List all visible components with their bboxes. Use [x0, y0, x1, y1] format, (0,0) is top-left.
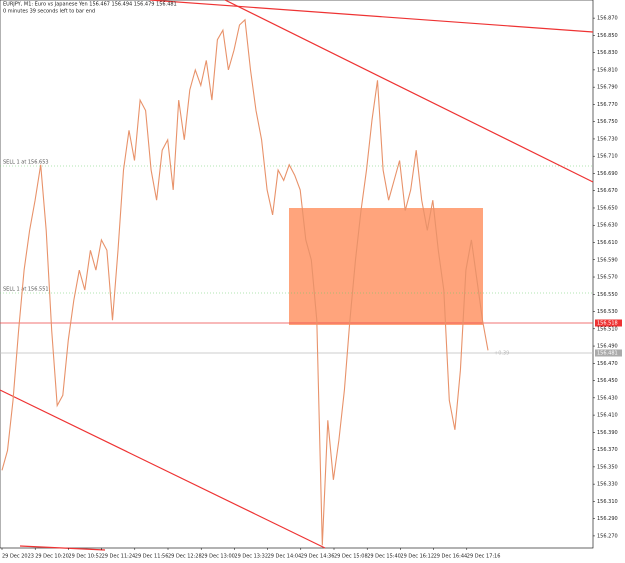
y-tick-label: 156.570: [597, 275, 618, 281]
y-tick-label: 156.690: [597, 171, 618, 177]
x-tick-label: 29 Dec 11:24: [102, 554, 136, 560]
x-tick-label: 29 Dec 16:44: [434, 554, 468, 560]
price-line: [1, 18, 489, 546]
sell-label: SELL 1 at 156.551: [3, 287, 49, 293]
x-tick-label: 29 Dec 15:40: [367, 554, 401, 560]
x-tick-label: 29 Dec 14:36: [301, 554, 335, 560]
y-tick-label: 156.370: [597, 447, 618, 453]
y-tick-label: 156.550: [597, 292, 618, 298]
y-tick-label: 156.650: [597, 205, 618, 211]
y-tick-label: 156.270: [597, 533, 618, 539]
trend-line: [149, 0, 594, 33]
x-tick-label: 29 Dec 12:28: [168, 554, 202, 560]
y-tick-label: 156.290: [597, 516, 618, 522]
y-tick-label: 156.530: [597, 309, 618, 315]
x-tick-label: 29 Dec 10:20: [35, 554, 69, 560]
y-tick-label: 156.770: [597, 102, 618, 108]
price-box-label: 156.481: [597, 351, 618, 357]
price-box-label: 156.518: [597, 321, 618, 327]
x-tick-label: 29 Dec 13:00: [201, 554, 235, 560]
y-tick-label: 156.350: [597, 464, 618, 470]
x-tick-label: 29 Dec 16:12: [400, 554, 434, 560]
y-tick-label: 156.390: [597, 430, 618, 436]
x-tick-label: 29 Dec 2023: [2, 554, 34, 560]
countdown: 0 minutes 39 seconds left to bar end: [3, 9, 95, 15]
x-tick-label: 29 Dec 13:32: [234, 554, 268, 560]
price-box: [595, 349, 622, 357]
y-tick-label: 156.610: [597, 240, 618, 246]
y-tick-label: 156.430: [597, 395, 618, 401]
x-tick-label: 29 Dec 14:04: [268, 554, 302, 560]
x-tick-label: 29 Dec 10:52: [68, 554, 102, 560]
zone-rectangle: [289, 208, 483, 325]
header: EURJPY, M1: Euro vs Japanese Yen 156.467…: [3, 2, 177, 8]
y-tick-label: 156.510: [597, 326, 618, 332]
trend-line: [0, 389, 326, 549]
trend-line: [19, 545, 106, 551]
y-tick-label: 156.410: [597, 413, 618, 419]
y-tick-label: 156.790: [597, 85, 618, 91]
y-tick-label: 156.330: [597, 482, 618, 488]
y-tick-label: 156.590: [597, 257, 618, 263]
y-tick-label: 156.730: [597, 136, 618, 142]
y-tick-label: 156.830: [597, 50, 618, 56]
x-tick-label: 29 Dec 11:56: [135, 554, 169, 560]
y-tick-label: 156.450: [597, 378, 618, 384]
y-tick-label: 156.810: [597, 67, 618, 73]
x-tick-label: 29 Dec 15:08: [334, 554, 368, 560]
y-tick-label: 156.850: [597, 33, 618, 39]
x-tick-label: 29 Dec 17:16: [467, 554, 501, 560]
y-tick-label: 156.490: [597, 344, 618, 350]
profit-label: +0.39: [494, 351, 509, 357]
sell-label: SELL 1 at 156.653: [3, 160, 49, 166]
trend-line: [224, 0, 594, 183]
y-tick-label: 156.310: [597, 499, 618, 505]
y-tick-label: 156.670: [597, 188, 618, 194]
price-box: [595, 319, 622, 327]
y-tick-label: 156.870: [597, 16, 618, 22]
y-tick-label: 156.630: [597, 223, 618, 229]
y-tick-label: 156.470: [597, 361, 618, 367]
y-tick-label: 156.750: [597, 119, 618, 125]
y-tick-label: 156.710: [597, 154, 618, 160]
